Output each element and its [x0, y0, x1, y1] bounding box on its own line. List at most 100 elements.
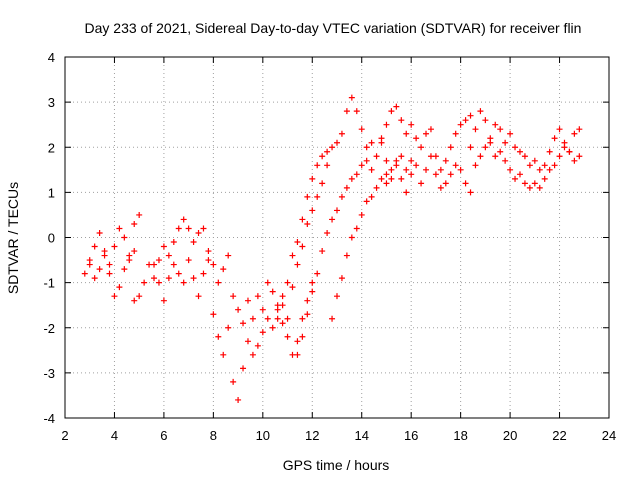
- data-point: [235, 396, 242, 403]
- series-track-b: [86, 248, 138, 300]
- data-point: [190, 239, 197, 246]
- data-point: [249, 315, 256, 322]
- data-point: [452, 162, 459, 169]
- data-point: [477, 153, 484, 160]
- data-point: [136, 293, 143, 300]
- data-point: [309, 279, 316, 286]
- series-track-l: [467, 108, 583, 173]
- data-point: [225, 252, 232, 259]
- x-tick-label: 20: [503, 428, 517, 443]
- data-point: [413, 135, 420, 142]
- data-point: [210, 311, 217, 318]
- data-point: [155, 279, 162, 286]
- data-point: [526, 162, 533, 169]
- series-track-f: [230, 162, 331, 327]
- data-point: [274, 315, 281, 322]
- data-point: [551, 135, 558, 142]
- data-point: [482, 117, 489, 124]
- data-point: [338, 130, 345, 137]
- data-point: [497, 126, 504, 133]
- y-tick-label: 3: [48, 95, 55, 110]
- data-point: [343, 108, 350, 115]
- data-point: [319, 153, 326, 160]
- data-point: [472, 162, 479, 169]
- data-point: [353, 171, 360, 178]
- series-track-e: [210, 279, 316, 403]
- data-point: [556, 153, 563, 160]
- y-axis-label: SDTVAR / TECUs: [5, 182, 21, 294]
- data-point: [363, 144, 370, 151]
- data-point: [91, 275, 98, 282]
- x-tick-label: 14: [354, 428, 368, 443]
- data-point: [427, 126, 434, 133]
- data-point: [131, 220, 138, 227]
- data-point: [254, 342, 261, 349]
- data-point: [240, 320, 247, 327]
- data-point: [462, 180, 469, 187]
- data-point: [304, 193, 311, 200]
- data-point: [373, 153, 380, 160]
- data-point: [136, 211, 143, 218]
- data-point: [353, 108, 360, 115]
- data-point: [408, 171, 415, 178]
- data-point: [205, 257, 212, 264]
- data-point: [398, 153, 405, 160]
- data-point: [324, 148, 331, 155]
- data-point: [571, 157, 578, 164]
- data-point: [363, 157, 370, 164]
- data-point: [151, 275, 158, 282]
- data-point: [299, 315, 306, 322]
- data-point: [289, 252, 296, 259]
- data-point: [254, 293, 261, 300]
- data-point: [338, 275, 345, 282]
- x-tick-label: 8: [210, 428, 217, 443]
- data-point: [264, 315, 271, 322]
- data-point: [294, 239, 301, 246]
- data-point: [447, 144, 454, 151]
- data-point: [101, 252, 108, 259]
- x-tick-label: 16: [404, 428, 418, 443]
- data-point: [121, 266, 128, 273]
- data-point: [492, 153, 499, 160]
- data-point: [329, 315, 336, 322]
- series-track-m: [472, 139, 583, 191]
- data-point: [165, 252, 172, 259]
- x-tick-label: 6: [160, 428, 167, 443]
- data-point: [244, 338, 251, 345]
- data-point: [413, 162, 420, 169]
- y-tick-label: -2: [43, 321, 55, 336]
- data-point: [319, 248, 326, 255]
- data-point: [141, 279, 148, 286]
- data-point: [264, 279, 271, 286]
- data-point: [314, 270, 321, 277]
- data-point: [170, 261, 177, 268]
- data-point: [334, 293, 340, 300]
- y-tick-label: -3: [43, 366, 55, 381]
- data-point: [492, 121, 499, 128]
- data-point: [106, 261, 113, 268]
- y-tick-label: 4: [48, 50, 55, 65]
- data-point: [244, 297, 251, 304]
- data-point: [408, 157, 415, 164]
- data-point: [502, 157, 509, 164]
- data-point: [442, 157, 449, 164]
- data-point: [269, 324, 276, 331]
- data-point: [521, 180, 528, 187]
- data-point: [220, 266, 227, 273]
- x-axis-ticks: 2 4 6 8 10 12 14 16 18 20 22 24: [61, 57, 616, 443]
- data-point: [442, 180, 449, 187]
- chart-title: Day 233 of 2021, Sidereal Day-to-day VTE…: [85, 20, 582, 36]
- data-point: [388, 108, 395, 115]
- data-point: [418, 144, 425, 151]
- data-point: [343, 184, 350, 191]
- data-point: [121, 234, 128, 241]
- data-point: [324, 162, 331, 169]
- data-point: [126, 257, 133, 264]
- data-point: [556, 126, 563, 133]
- data-point: [304, 220, 311, 227]
- data-point: [536, 184, 543, 191]
- data-point: [235, 306, 242, 313]
- data-point: [432, 171, 439, 178]
- series-track-d: [151, 257, 212, 304]
- data-point: [200, 270, 207, 277]
